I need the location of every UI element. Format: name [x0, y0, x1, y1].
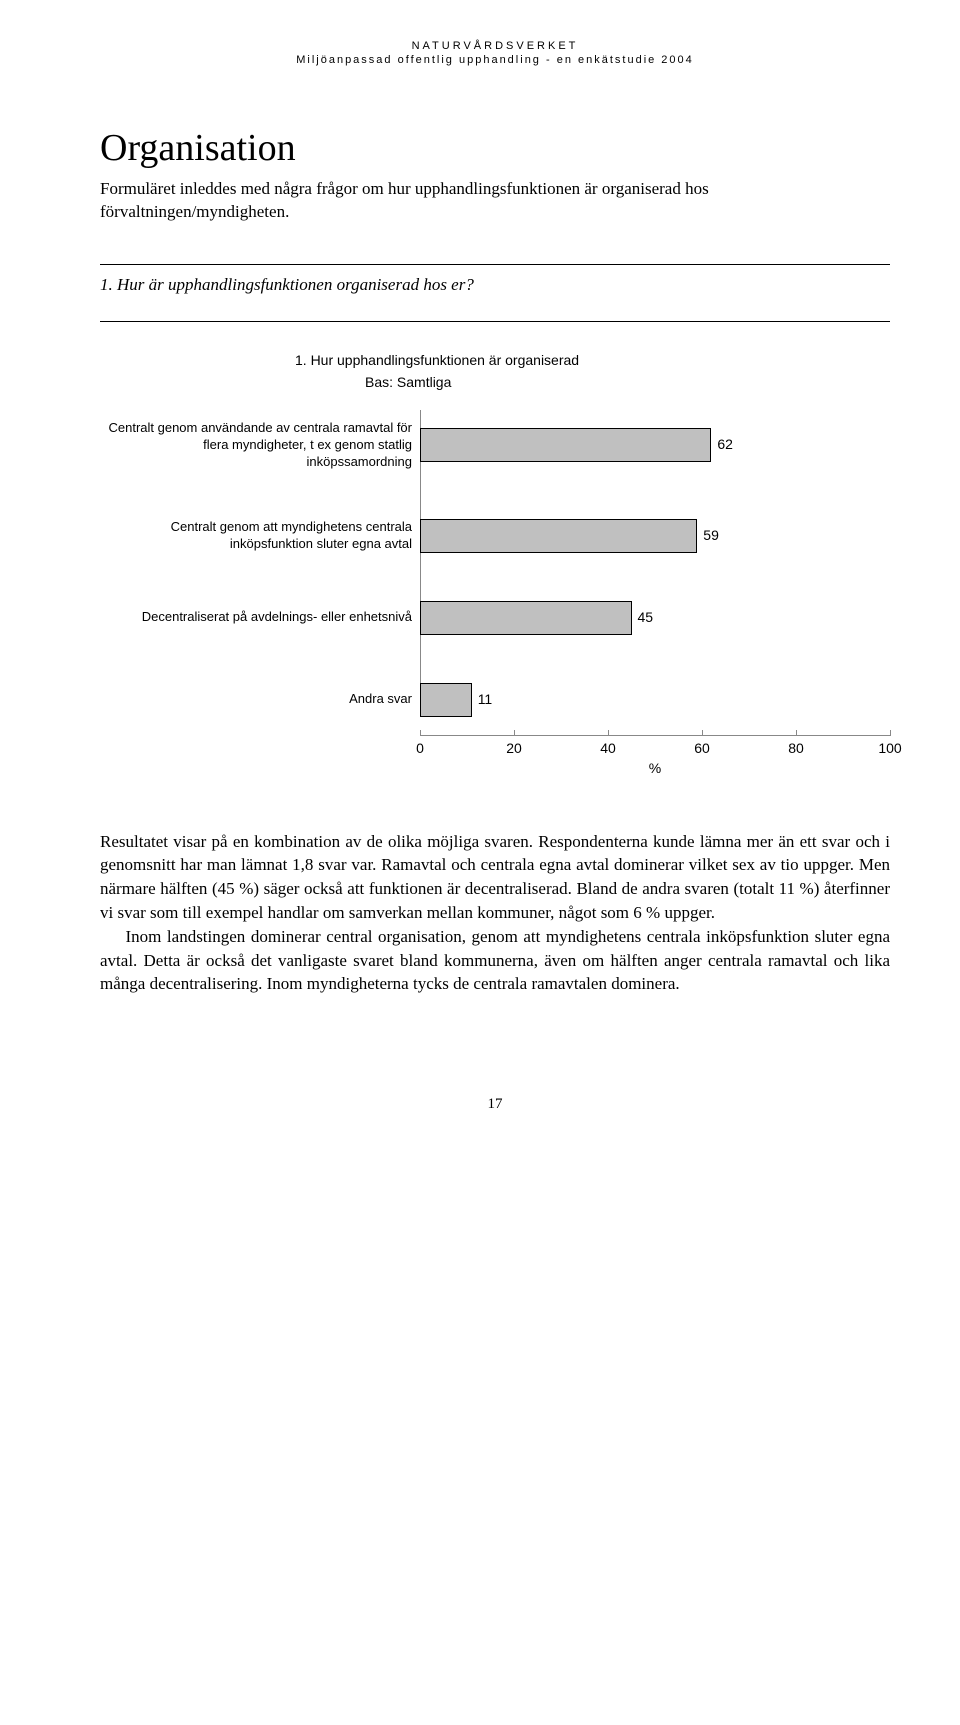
chart-row: Centralt genom användande av centrala ra…: [100, 420, 890, 471]
bar: [420, 601, 632, 635]
bar: [420, 428, 711, 462]
x-tick-label: 100: [878, 740, 901, 756]
intro-paragraph: Formuläret inleddes med några frågor om …: [100, 178, 890, 224]
section-title: Organisation: [100, 126, 890, 170]
category-label: Andra svar: [100, 691, 420, 708]
bar-value: 62: [717, 436, 733, 452]
x-tick-label: 0: [416, 740, 424, 756]
bar: [420, 683, 472, 717]
body-text: Resultatet visar på en kombination av de…: [100, 830, 890, 997]
question-text: 1. Hur är upphandlingsfunktionen organis…: [100, 275, 474, 294]
category-label: Centralt genom att myndighetens centrala…: [100, 519, 420, 553]
chart-row: Centralt genom att myndighetens centrala…: [100, 519, 890, 553]
header-org: NATURVÅRDSVERKET: [100, 40, 890, 52]
header-subtitle: Miljöanpassad offentlig upphandling - en…: [100, 54, 890, 66]
category-label: Decentraliserat på avdelnings- eller enh…: [100, 609, 420, 626]
question-block: 1. Hur är upphandlingsfunktionen organis…: [100, 264, 890, 322]
page-number: 17: [100, 1096, 890, 1113]
chart-row: Andra svar 11: [100, 683, 890, 717]
body-paragraph-1: Resultatet visar på en kombination av de…: [100, 830, 890, 925]
x-tick-label: 80: [788, 740, 804, 756]
x-tick-label: 20: [506, 740, 522, 756]
chart-subtitle: Bas: Samtliga: [100, 374, 890, 390]
body-paragraph-2: Inom landstingen dominerar central organ…: [100, 925, 890, 996]
bar-value: 11: [478, 691, 493, 707]
x-axis: % 020406080100: [420, 735, 890, 775]
page-header: NATURVÅRDSVERKET Miljöanpassad offentlig…: [100, 40, 890, 66]
bar-value: 59: [703, 527, 719, 543]
x-axis-label: %: [649, 760, 661, 776]
bar-chart: Centralt genom användande av centrala ra…: [100, 410, 890, 775]
category-label: Centralt genom användande av centrala ra…: [100, 420, 420, 471]
x-tick-label: 40: [600, 740, 616, 756]
bar-value: 45: [638, 609, 654, 625]
x-tick-label: 60: [694, 740, 710, 756]
chart-title: 1. Hur upphandlingsfunktionen är organis…: [100, 352, 890, 368]
chart-row: Decentraliserat på avdelnings- eller enh…: [100, 601, 890, 635]
bar: [420, 519, 697, 553]
